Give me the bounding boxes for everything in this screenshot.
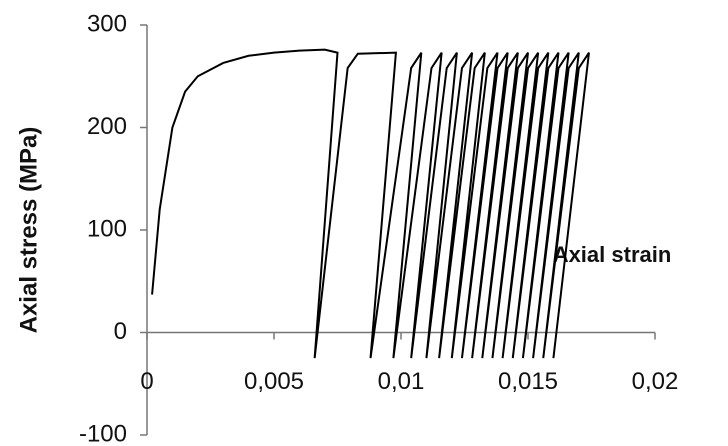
y-tick-label: 100 — [87, 215, 127, 242]
x-tick-label: 0,01 — [378, 368, 425, 395]
x-axis-label: Axial strain — [553, 242, 672, 267]
y-tick-label: -100 — [79, 420, 127, 446]
x-tick-label: 0 — [140, 368, 153, 395]
y-tick-label: 200 — [87, 113, 127, 140]
x-tick-label: 0,015 — [498, 368, 558, 395]
line-series — [151, 48, 590, 359]
x-tick-label: 0,02 — [632, 368, 679, 395]
x-tick-label: 0,005 — [244, 368, 304, 395]
y-tick-label: 0 — [114, 318, 127, 345]
y-axis-label: Axial stress (MPa) — [15, 127, 42, 334]
y-tick-label: 300 — [87, 10, 127, 37]
